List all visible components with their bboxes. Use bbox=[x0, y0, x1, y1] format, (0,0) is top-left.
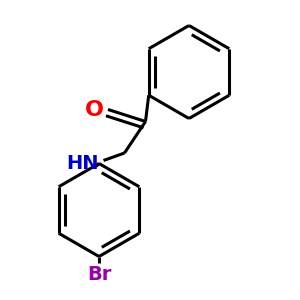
Text: O: O bbox=[85, 100, 104, 119]
Text: Br: Br bbox=[87, 265, 111, 284]
Text: HN: HN bbox=[66, 154, 99, 173]
